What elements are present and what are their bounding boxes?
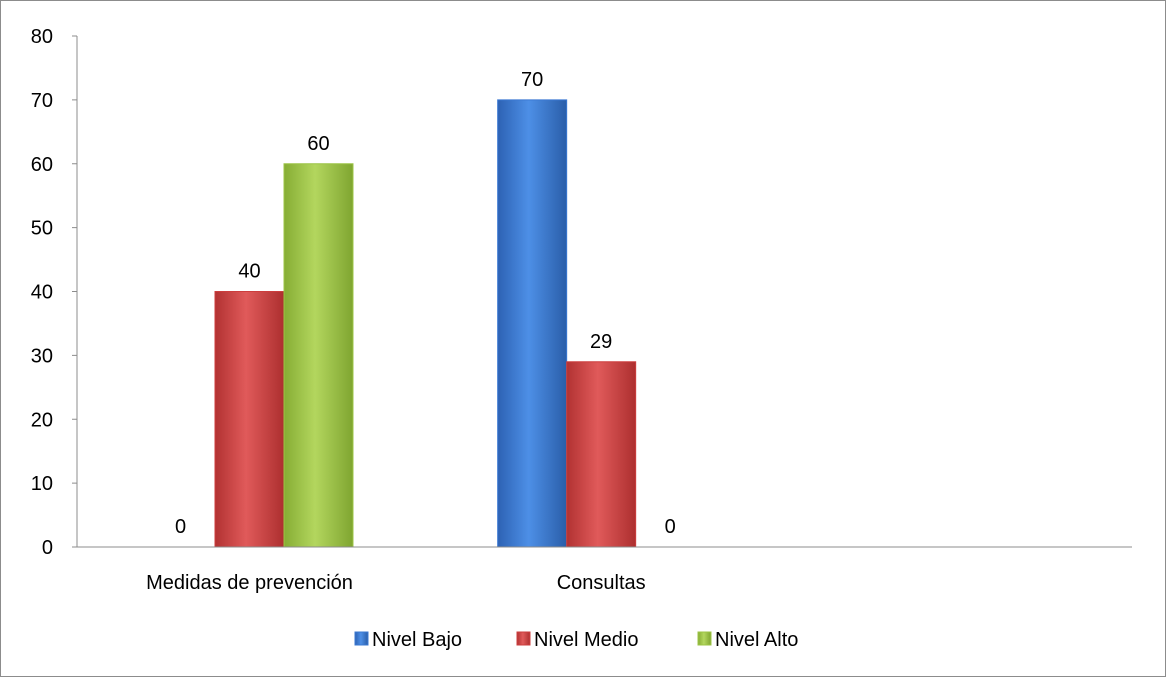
y-tick-label: 40 — [31, 282, 53, 304]
bar — [214, 291, 285, 548]
legend: Nivel Bajo Nivel Medio Nivel Alto — [354, 629, 798, 651]
x-category-label: Consultas — [557, 572, 646, 594]
data-label: 40 — [238, 261, 260, 283]
bar — [283, 163, 354, 548]
bar — [497, 99, 568, 548]
legend-label: Nivel Alto — [715, 629, 798, 651]
y-tick-label: 60 — [31, 154, 53, 176]
legend-item: Nivel Bajo — [354, 629, 462, 651]
x-axis: Medidas de prevención Consultas — [77, 546, 1132, 594]
data-label: 29 — [590, 331, 612, 353]
legend-item: Nivel Alto — [697, 629, 798, 651]
y-tick-label: 0 — [42, 537, 53, 559]
bar — [566, 361, 637, 548]
bars — [214, 99, 637, 548]
data-label: 70 — [521, 69, 543, 91]
legend-item: Nivel Medio — [516, 629, 638, 651]
data-label: 60 — [307, 133, 329, 155]
data-labels: 0 40 60 70 29 0 — [175, 69, 676, 538]
data-label: 0 — [665, 516, 676, 538]
y-tick-label: 50 — [31, 218, 53, 240]
legend-swatch — [354, 631, 369, 646]
y-tick-label: 80 — [31, 26, 53, 48]
legend-swatch — [697, 631, 712, 646]
legend-label: Nivel Bajo — [372, 629, 462, 651]
y-tick-label: 20 — [31, 409, 53, 431]
y-axis: 0 10 20 30 40 50 60 70 80 — [31, 26, 78, 559]
y-tick-label: 70 — [31, 90, 53, 112]
y-tick-label: 10 — [31, 473, 53, 495]
x-category-label: Medidas de prevención — [146, 572, 353, 594]
legend-swatch — [516, 631, 531, 646]
legend-label: Nivel Medio — [534, 629, 638, 651]
y-tick-label: 30 — [31, 345, 53, 367]
data-label: 0 — [175, 516, 186, 538]
